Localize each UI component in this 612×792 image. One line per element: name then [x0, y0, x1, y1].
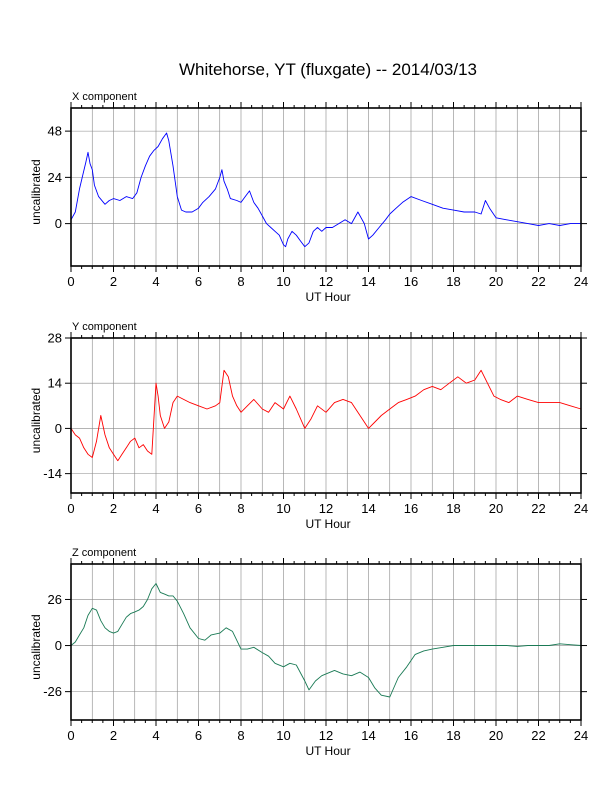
x-tick-label: 10 [276, 501, 290, 516]
x-tick-label: 24 [574, 728, 588, 743]
x-tick-label: 22 [531, 501, 545, 516]
y-axis-label: uncalibrated [29, 159, 43, 224]
x-tick-label: 18 [446, 274, 460, 289]
panel-label: X component [72, 91, 137, 103]
x-tick-label: 20 [489, 501, 503, 516]
y-tick-label: 24 [48, 170, 62, 185]
x-tick-label: 24 [574, 274, 588, 289]
x-tick-label: 2 [110, 728, 117, 743]
y-axis-label: uncalibrated [29, 614, 43, 679]
y-tick-label: 14 [48, 376, 62, 391]
series-line-z [70, 583, 582, 698]
panel-label: Y component [72, 321, 137, 333]
x-axis-label: UT Hour [305, 290, 350, 304]
x-tick-label: 14 [361, 728, 375, 743]
x-tick-label: 18 [446, 501, 460, 516]
x-tick-label: 6 [195, 728, 202, 743]
y-tick-label: 28 [48, 331, 62, 346]
figure-title: Whitehorse, YT (fluxgate) -- 2014/03/13 [179, 60, 477, 79]
x-tick-label: 8 [237, 501, 244, 516]
y-tick-label: 0 [55, 638, 62, 653]
series-line-x [70, 132, 581, 248]
x-tick-label: 24 [574, 501, 588, 516]
x-tick-label: 4 [152, 728, 159, 743]
x-tick-label: 22 [531, 728, 545, 743]
series-line-y [70, 369, 582, 462]
x-tick-label: 0 [67, 501, 74, 516]
y-tick-label: 48 [48, 124, 62, 139]
x-tick-label: 4 [152, 501, 159, 516]
x-tick-label: 18 [446, 728, 460, 743]
x-tick-label: 12 [319, 501, 333, 516]
y-tick-label: -26 [43, 684, 62, 699]
x-tick-label: 10 [276, 728, 290, 743]
x-tick-label: 2 [110, 501, 117, 516]
x-tick-label: 2 [110, 274, 117, 289]
x-tick-label: 10 [276, 274, 290, 289]
x-tick-label: 8 [237, 274, 244, 289]
x-tick-label: 12 [319, 728, 333, 743]
x-tick-label: 16 [404, 728, 418, 743]
y-axis-label: uncalibrated [29, 388, 43, 453]
panel-label: Z component [72, 547, 136, 559]
y-tick-label: 0 [55, 216, 62, 231]
x-tick-label: 0 [67, 728, 74, 743]
x-tick-label: 6 [195, 501, 202, 516]
y-tick-label: 0 [55, 421, 62, 436]
x-tick-label: 16 [404, 501, 418, 516]
x-tick-label: 14 [361, 501, 375, 516]
x-axis-label: UT Hour [305, 744, 350, 758]
x-tick-label: 12 [319, 274, 333, 289]
x-tick-label: 0 [67, 274, 74, 289]
y-tick-label: 26 [48, 592, 62, 607]
x-axis-label: UT Hour [305, 517, 350, 531]
x-tick-label: 16 [404, 274, 418, 289]
x-tick-label: 4 [152, 274, 159, 289]
x-tick-label: 8 [237, 728, 244, 743]
x-tick-label: 20 [489, 728, 503, 743]
x-tick-label: 22 [531, 274, 545, 289]
y-tick-label: -14 [43, 466, 62, 481]
x-tick-label: 20 [489, 274, 503, 289]
x-tick-label: 6 [195, 274, 202, 289]
x-tick-label: 14 [361, 274, 375, 289]
